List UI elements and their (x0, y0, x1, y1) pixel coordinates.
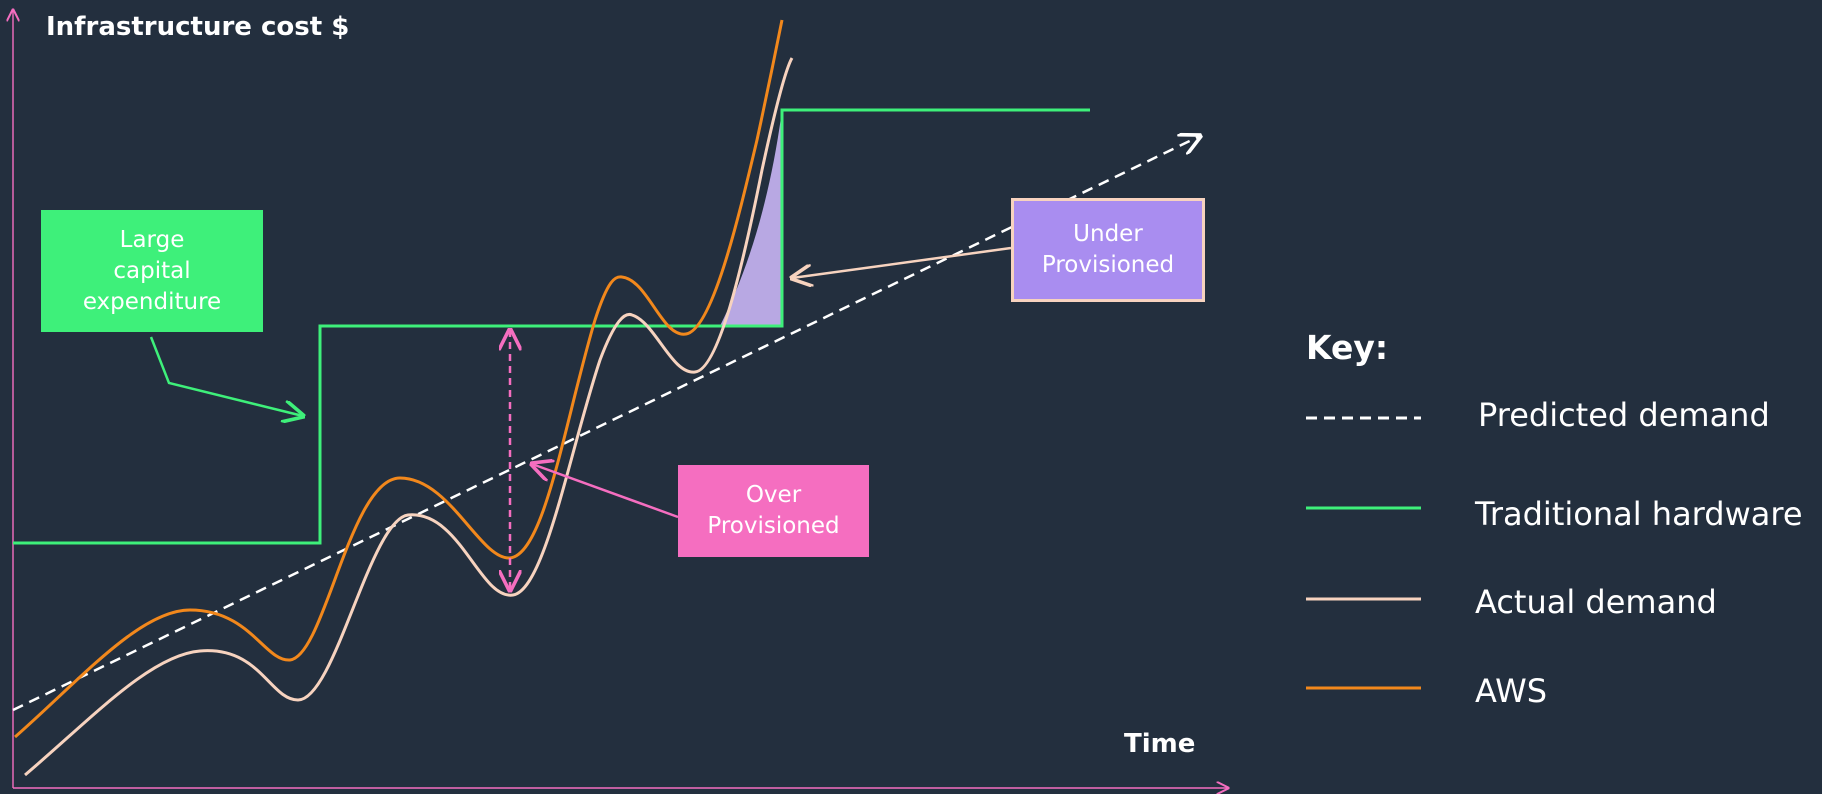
over-callout-arrow (532, 464, 679, 519)
key-label-predicted: Predicted demand (1478, 396, 1770, 434)
key-label-aws: AWS (1475, 672, 1548, 710)
under-provisioned-area (720, 110, 782, 326)
predicted-demand-line (12, 136, 1200, 712)
key-title: Key: (1306, 328, 1389, 367)
x-axis-label: Time (1124, 729, 1196, 759)
aws-line (14, 19, 784, 739)
traditional-hardware-line (13, 108, 1090, 545)
actual-demand-line (24, 57, 794, 777)
key-label-traditional: Traditional hardware (1475, 495, 1803, 533)
over-provisioned-callout: Over Provisioned (678, 465, 869, 557)
under-provisioned-callout: Under Provisioned (1011, 198, 1205, 302)
key-label-actual: Actual demand (1475, 583, 1717, 621)
y-axis-label: Infrastructure cost $ (46, 12, 350, 42)
under-callout-arrow (792, 246, 1012, 278)
capex-callout-arrow (149, 336, 303, 416)
capex-callout: Large capital expenditure (41, 210, 263, 332)
